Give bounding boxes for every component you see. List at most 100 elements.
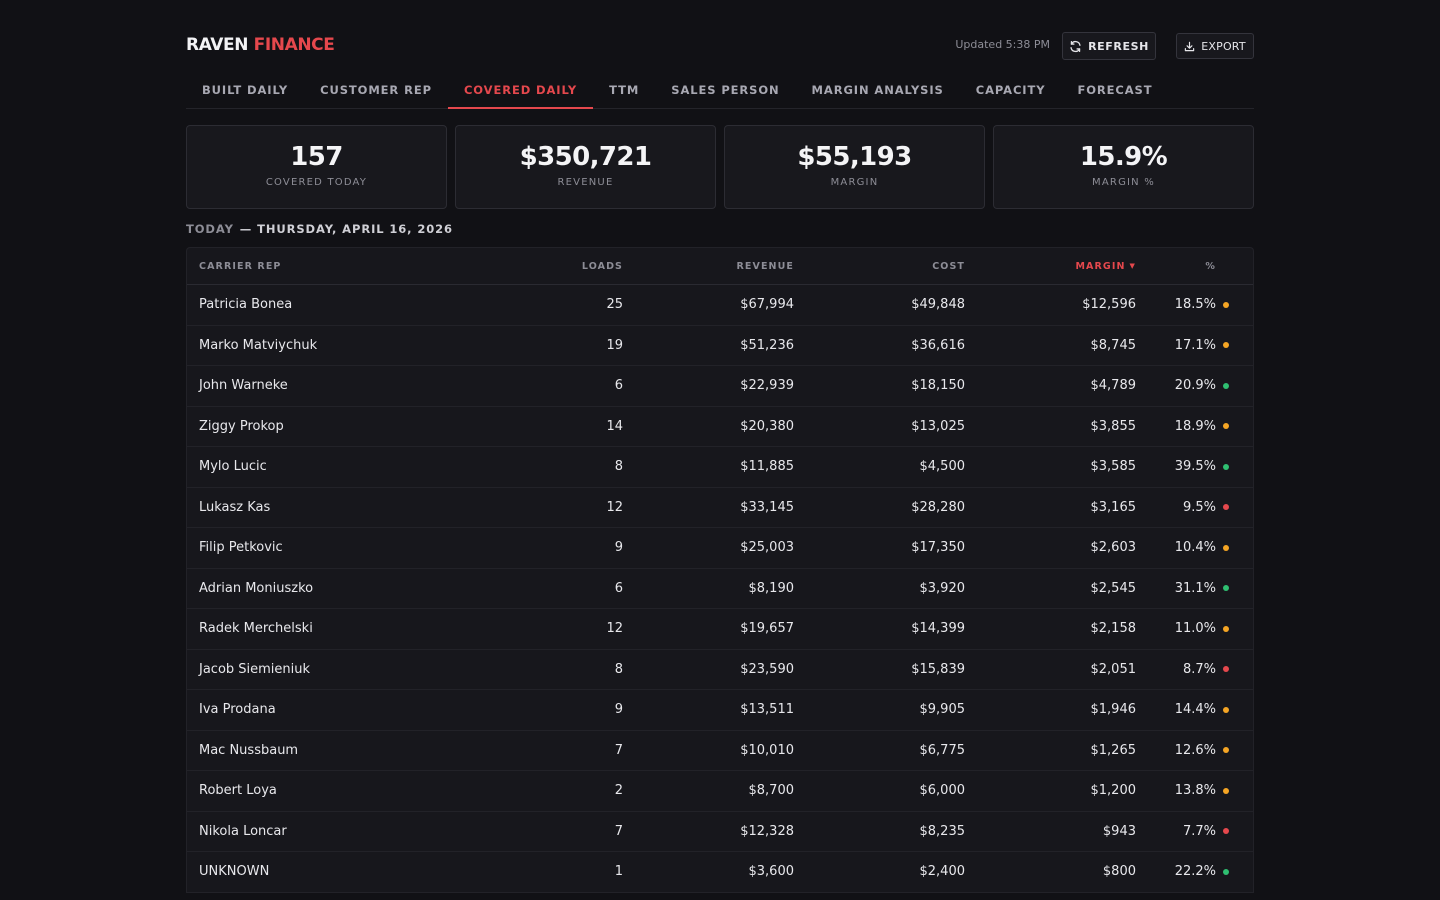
loads-value: 19 bbox=[606, 337, 623, 353]
date-heading: TODAY — THURSDAY, APRIL 16, 2026 bbox=[186, 222, 453, 236]
margin-percent-value: 31.1% bbox=[1174, 580, 1216, 596]
column-header-revenue[interactable]: REVENUE bbox=[736, 260, 794, 272]
table-header: CARRIER REP LOADS REVENUE COST MARGIN ▼ % bbox=[187, 248, 1253, 285]
status-dot-icon bbox=[1223, 423, 1229, 430]
loads-value: 9 bbox=[614, 540, 623, 556]
carrier-rep-name: Patricia Bonea bbox=[199, 297, 293, 313]
margin-percent-cell: 22.2% bbox=[1136, 864, 1229, 879]
column-header-margin-label: MARGIN bbox=[1075, 260, 1126, 272]
brand-name-accent: FINANCE bbox=[253, 35, 335, 55]
status-dot-icon bbox=[1223, 544, 1229, 551]
margin-percent-cell: 9.5% bbox=[1136, 500, 1229, 515]
margin-percent-cell: 7.7% bbox=[1136, 824, 1229, 839]
margin-value: $2,545 bbox=[1090, 580, 1137, 596]
cost-value: $4,500 bbox=[919, 459, 966, 475]
margin-percent-cell: 10.4% bbox=[1136, 540, 1229, 555]
column-header-carrier-rep[interactable]: CARRIER REP bbox=[199, 260, 282, 272]
table-row[interactable]: Robert Loya 2 $8,700 $6,000 $1,200 13.8% bbox=[187, 771, 1253, 812]
revenue-value: $8,700 bbox=[748, 783, 795, 799]
column-header-percent[interactable]: % bbox=[1136, 261, 1229, 272]
kpi-value: $350,721 bbox=[519, 142, 652, 172]
tab-bar: BUILT DAILY CUSTOMER REP COVERED DAILY T… bbox=[186, 72, 1254, 109]
carrier-rep-name: Mylo Lucic bbox=[199, 459, 267, 475]
table-row[interactable]: Patricia Bonea 25 $67,994 $49,848 $12,596 18.… bbox=[187, 285, 1253, 326]
kpi-value: 15.9% bbox=[1079, 142, 1168, 172]
carrier-rep-name: Radek Merchelski bbox=[199, 621, 313, 637]
tab-forecast[interactable]: FORECAST bbox=[1077, 83, 1153, 97]
refresh-button-label: REFRESH bbox=[1088, 39, 1149, 53]
margin-value: $4,789 bbox=[1090, 378, 1137, 394]
margin-percent-cell: 14.4% bbox=[1136, 702, 1229, 717]
margin-percent-value: 8.7% bbox=[1182, 661, 1216, 677]
carrier-rep-name: Filip Petkovic bbox=[199, 540, 283, 556]
column-header-cost[interactable]: COST bbox=[932, 260, 965, 272]
carrier-rep-name: Ziggy Prokop bbox=[199, 418, 284, 434]
revenue-value: $51,236 bbox=[740, 337, 794, 353]
brand-logo: RAVEN FINANCE bbox=[186, 35, 335, 55]
table-row[interactable]: Lukasz Kas 12 $33,145 $28,280 $3,165 9.5% bbox=[187, 488, 1253, 528]
margin-percent-value: 18.9% bbox=[1174, 418, 1216, 434]
margin-percent-value: 17.1% bbox=[1174, 337, 1216, 353]
table-row[interactable]: Nikola Loncar 7 $12,328 $8,235 $943 7.7% bbox=[187, 812, 1253, 852]
cost-value: $17,350 bbox=[911, 540, 965, 556]
kpi-revenue: $350,721 REVENUE bbox=[455, 125, 716, 209]
margin-percent-cell: 17.1% bbox=[1136, 338, 1229, 353]
refresh-button[interactable]: REFRESH bbox=[1062, 32, 1156, 60]
table-row[interactable]: Iva Prodana 9 $13,511 $9,905 $1,946 14.4% bbox=[187, 690, 1253, 731]
column-header-margin[interactable]: MARGIN ▼ bbox=[965, 261, 1136, 272]
tab-capacity[interactable]: CAPACITY bbox=[975, 83, 1046, 97]
cost-value: $49,848 bbox=[911, 297, 965, 313]
table-row[interactable]: Mylo Lucic 8 $11,885 $4,500 $3,585 39.5% bbox=[187, 447, 1253, 488]
tab-sales-person[interactable]: SALES PERSON bbox=[671, 83, 780, 97]
cost-value: $6,775 bbox=[919, 742, 966, 758]
margin-value: $2,158 bbox=[1090, 621, 1137, 637]
tab-built-daily[interactable]: BUILT DAILY bbox=[202, 83, 289, 97]
margin-percent-cell: 31.1% bbox=[1136, 581, 1229, 596]
column-header-loads[interactable]: LOADS bbox=[581, 260, 623, 272]
loads-value: 12 bbox=[606, 499, 623, 515]
margin-percent-value: 39.5% bbox=[1174, 459, 1216, 475]
margin-percent-cell: 8.7% bbox=[1136, 662, 1229, 677]
table-row[interactable]: Radek Merchelski 12 $19,657 $14,399 $2,158 11… bbox=[187, 609, 1253, 650]
cost-value: $6,000 bbox=[919, 783, 966, 799]
kpi-label: COVERED TODAY bbox=[265, 177, 368, 188]
cost-value: $2,400 bbox=[919, 864, 966, 880]
tab-margin-analysis[interactable]: MARGIN ANALYSIS bbox=[811, 83, 944, 97]
table-row[interactable]: Marko Matviychuk 19 $51,236 $36,616 $8,745 17… bbox=[187, 326, 1253, 366]
table-row[interactable]: Ziggy Prokop 14 $20,380 $13,025 $3,855 18.9% bbox=[187, 407, 1253, 447]
table-row[interactable]: Mac Nussbaum 7 $10,010 $6,775 $1,265 12.6% bbox=[187, 731, 1253, 771]
table-row[interactable]: UNKNOWN 1 $3,600 $2,400 $800 22.2% bbox=[187, 852, 1253, 893]
tab-ttm[interactable]: TTM bbox=[609, 83, 640, 97]
status-dot-icon bbox=[1223, 301, 1229, 308]
status-dot-icon bbox=[1223, 828, 1229, 835]
revenue-value: $22,939 bbox=[740, 378, 794, 394]
status-dot-icon bbox=[1223, 625, 1229, 632]
margin-value: $1,946 bbox=[1090, 702, 1137, 718]
kpi-margin-percent: 15.9% MARGIN % bbox=[993, 125, 1254, 209]
cost-value: $3,920 bbox=[919, 580, 966, 596]
kpi-cards: 157 COVERED TODAY $350,721 REVENUE $55,1… bbox=[186, 125, 1254, 209]
cost-value: $36,616 bbox=[911, 337, 965, 353]
margin-percent-value: 12.6% bbox=[1174, 742, 1216, 758]
sort-descending-icon: ▼ bbox=[1129, 261, 1136, 270]
table-row[interactable]: John Warneke 6 $22,939 $18,150 $4,789 20.9% bbox=[187, 366, 1253, 407]
loads-value: 2 bbox=[614, 783, 623, 799]
revenue-value: $10,010 bbox=[740, 742, 794, 758]
tab-covered-daily[interactable]: COVERED DAILY bbox=[447, 72, 594, 109]
loads-value: 8 bbox=[614, 459, 623, 475]
table-row[interactable]: Filip Petkovic 9 $25,003 $17,350 $2,603 10.4% bbox=[187, 528, 1253, 569]
margin-value: $3,855 bbox=[1090, 418, 1137, 434]
export-button[interactable]: EXPORT bbox=[1176, 33, 1254, 59]
carrier-rep-table: CARRIER REP LOADS REVENUE COST MARGIN ▼ %… bbox=[186, 247, 1254, 893]
carrier-rep-name: Adrian Moniuszko bbox=[199, 580, 314, 596]
margin-value: $1,200 bbox=[1090, 783, 1137, 799]
table-row[interactable]: Jacob Siemieniuk 8 $23,590 $15,839 $2,051 8.7… bbox=[187, 650, 1253, 690]
margin-value: $2,603 bbox=[1090, 540, 1137, 556]
margin-percent-value: 10.4% bbox=[1174, 540, 1216, 556]
table-row[interactable]: Adrian Moniuszko 6 $8,190 $3,920 $2,545 31.1% bbox=[187, 569, 1253, 609]
margin-percent-value: 22.2% bbox=[1174, 864, 1216, 880]
status-dot-spacer bbox=[1223, 263, 1229, 269]
status-dot-icon bbox=[1223, 382, 1229, 389]
status-dot-icon bbox=[1223, 342, 1229, 349]
tab-customer-rep[interactable]: CUSTOMER REP bbox=[320, 83, 432, 97]
